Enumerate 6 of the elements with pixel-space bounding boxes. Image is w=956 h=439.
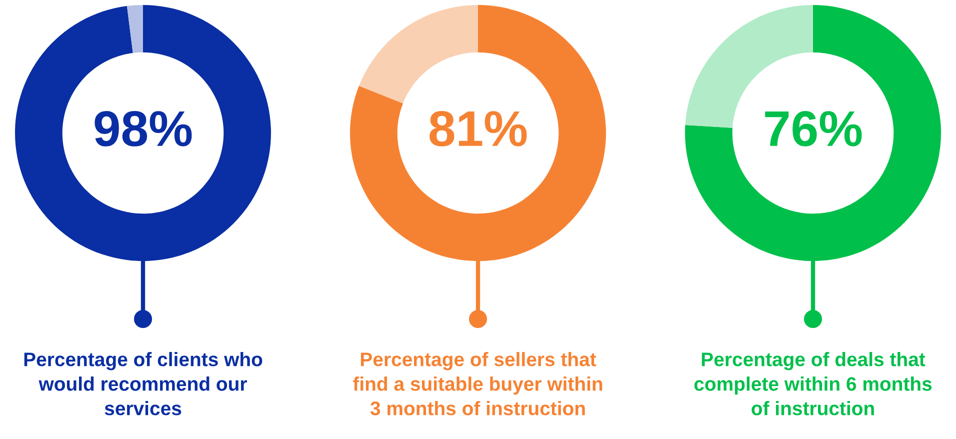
data-label: 76% bbox=[765, 111, 862, 146]
text: Percentage of deals that complete within 6 months of instruction bbox=[694, 352, 932, 416]
data-label: 81% bbox=[430, 111, 527, 146]
text: Percentage of sellers that find a suitable buyer within 3 months of instruction bbox=[353, 352, 602, 416]
text: Percentage of clients who would recommend our services bbox=[24, 352, 262, 416]
data-label: 98% bbox=[94, 111, 192, 146]
